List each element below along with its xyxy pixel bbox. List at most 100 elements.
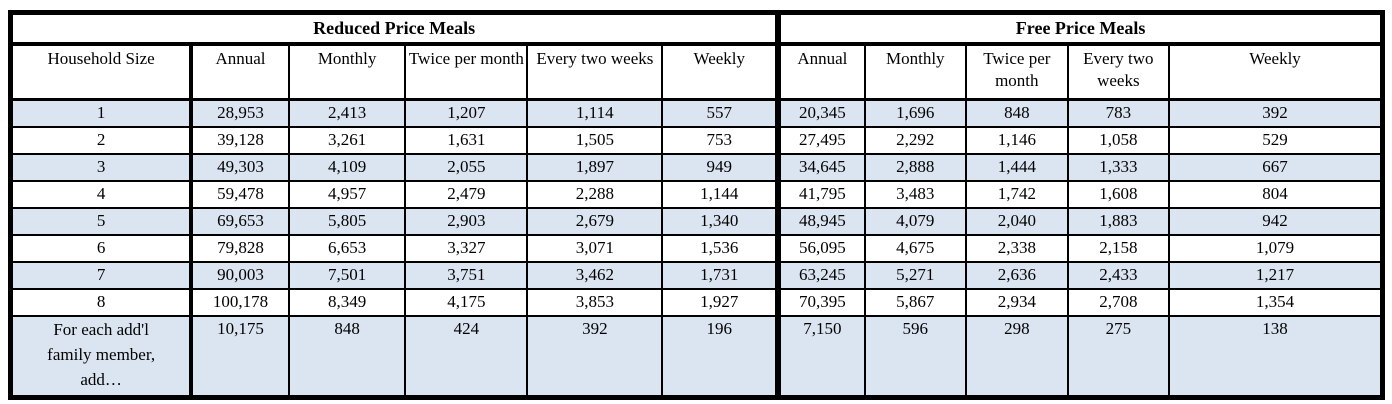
- free-value-cell: 20,345: [775, 98, 866, 128]
- free-value-cell: 942: [1168, 207, 1384, 236]
- free-value-cell: 1,333: [1066, 153, 1171, 182]
- free-value-cell: 41,795: [775, 180, 866, 209]
- free-value-cell: 56,095: [775, 234, 866, 263]
- table-row: 6 79,828 6,653 3,327 3,071 1,536 56,095 4,675 2,…: [9, 234, 1384, 263]
- reduced-value-cell: 2,055: [404, 153, 529, 182]
- table-row: 4 59,478 4,957 2,479 2,288 1,144 41,795 3,483 1,…: [9, 180, 1384, 209]
- household-size-cell: 2: [9, 126, 194, 155]
- free-value-cell: 1,079: [1168, 234, 1384, 263]
- free-value-cell: 2,888: [863, 153, 968, 182]
- table-row: 3 49,303 4,109 2,055 1,897 949 34,645 2,888 1,44…: [9, 153, 1384, 182]
- reduced-value-cell: 557: [661, 98, 780, 128]
- free-value-cell: 3,483: [863, 180, 968, 209]
- free-value-cell: 70,395: [775, 288, 866, 317]
- household-size-cell: 4: [9, 180, 194, 209]
- reduced-value-cell: 2,679: [526, 207, 664, 236]
- free-value-cell: 1,883: [1066, 207, 1171, 236]
- reduced-value-cell: 1,207: [404, 98, 529, 128]
- reduced-value-cell: 6,653: [287, 234, 407, 263]
- section-title-free-price-meals: Free Price Meals: [775, 11, 1384, 46]
- reduced-value-cell: 3,071: [526, 234, 664, 263]
- column-header-row: Household Size Annual Monthly Twice per …: [9, 43, 1384, 101]
- free-value-cell: 392: [1168, 98, 1384, 128]
- reduced-value-cell: 3,327: [404, 234, 529, 263]
- reduced-value-cell: 100,178: [190, 288, 290, 317]
- free-value-cell: 804: [1168, 180, 1384, 209]
- table-row: 2 39,128 3,261 1,631 1,505 753 27,495 2,292 1,14…: [9, 126, 1384, 155]
- reduced-value-cell: 4,957: [287, 180, 407, 209]
- free-value-cell: 138: [1168, 315, 1384, 399]
- column-header-reduced-twice-per-month: Twice per month: [404, 43, 529, 101]
- free-value-cell: 2,934: [965, 288, 1069, 317]
- reduced-value-cell: 424: [404, 315, 529, 399]
- reduced-value-cell: 5,805: [287, 207, 407, 236]
- reduced-value-cell: 4,109: [287, 153, 407, 182]
- column-header-free-every-two-weeks: Every two weeks: [1066, 43, 1171, 101]
- reduced-value-cell: 2,903: [404, 207, 529, 236]
- reduced-value-cell: 8,349: [287, 288, 407, 317]
- free-value-cell: 5,271: [863, 261, 968, 290]
- column-header-free-twice-per-month: Twice per month: [965, 43, 1069, 101]
- column-header-household-size: Household Size: [9, 43, 194, 101]
- free-value-cell: 1,742: [965, 180, 1069, 209]
- column-header-reduced-monthly: Monthly: [287, 43, 407, 101]
- reduced-value-cell: 1,927: [661, 288, 780, 317]
- free-value-cell: 596: [863, 315, 968, 399]
- reduced-value-cell: 39,128: [190, 126, 290, 155]
- household-size-cell: 1: [9, 98, 194, 128]
- column-header-free-monthly: Monthly: [863, 43, 968, 101]
- table-body: 1 28,953 2,413 1,207 1,114 557 20,345 1,696 848 7…: [9, 98, 1384, 399]
- free-value-cell: 2,338: [965, 234, 1069, 263]
- free-value-cell: 2,636: [965, 261, 1069, 290]
- reduced-value-cell: 3,853: [526, 288, 664, 317]
- column-header-free-weekly: Weekly: [1168, 43, 1384, 101]
- table-row: 1 28,953 2,413 1,207 1,114 557 20,345 1,696 848 7…: [9, 98, 1384, 128]
- reduced-value-cell: 1,114: [526, 98, 664, 128]
- reduced-value-cell: 28,953: [190, 98, 290, 128]
- table-row: 8 100,178 8,349 4,175 3,853 1,927 70,395 5,867 2…: [9, 288, 1384, 317]
- reduced-value-cell: 392: [526, 315, 664, 399]
- free-value-cell: 667: [1168, 153, 1384, 182]
- free-value-cell: 1,058: [1066, 126, 1171, 155]
- reduced-value-cell: 2,413: [287, 98, 407, 128]
- free-value-cell: 1,354: [1168, 288, 1384, 317]
- reduced-value-cell: 1,340: [661, 207, 780, 236]
- reduced-value-cell: 1,631: [404, 126, 529, 155]
- free-value-cell: 1,146: [965, 126, 1069, 155]
- table-row: 5 69,653 5,805 2,903 2,679 1,340 48,945 4,079 2,…: [9, 207, 1384, 236]
- reduced-value-cell: 3,462: [526, 261, 664, 290]
- reduced-value-cell: 4,175: [404, 288, 529, 317]
- reduced-value-cell: 90,003: [190, 261, 290, 290]
- reduced-value-cell: 79,828: [190, 234, 290, 263]
- free-value-cell: 4,079: [863, 207, 968, 236]
- free-value-cell: 2,292: [863, 126, 968, 155]
- reduced-value-cell: 69,653: [190, 207, 290, 236]
- household-size-cell: For each add'l family member, add…: [9, 315, 194, 399]
- free-value-cell: 2,708: [1066, 288, 1171, 317]
- reduced-value-cell: 2,288: [526, 180, 664, 209]
- reduced-value-cell: 1,731: [661, 261, 780, 290]
- reduced-value-cell: 10,175: [190, 315, 290, 399]
- reduced-value-cell: 1,144: [661, 180, 780, 209]
- household-size-cell: 5: [9, 207, 194, 236]
- free-value-cell: 1,696: [863, 98, 968, 128]
- free-value-cell: 783: [1066, 98, 1171, 128]
- reduced-value-cell: 1,505: [526, 126, 664, 155]
- free-value-cell: 2,040: [965, 207, 1069, 236]
- table-row: 7 90,003 7,501 3,751 3,462 1,731 63,245 5,271 2,…: [9, 261, 1384, 290]
- section-title-reduced-price-meals: Reduced Price Meals: [9, 11, 780, 46]
- free-value-cell: 4,675: [863, 234, 968, 263]
- income-eligibility-table: Reduced Price Meals Free Price Meals Hou…: [8, 10, 1385, 400]
- free-value-cell: 2,433: [1066, 261, 1171, 290]
- reduced-value-cell: 1,897: [526, 153, 664, 182]
- household-size-cell: 6: [9, 234, 194, 263]
- reduced-value-cell: 196: [661, 315, 780, 399]
- free-value-cell: 529: [1168, 126, 1384, 155]
- reduced-value-cell: 753: [661, 126, 780, 155]
- column-header-reduced-weekly: Weekly: [661, 43, 780, 101]
- household-size-cell: 8: [9, 288, 194, 317]
- column-header-reduced-annual: Annual: [190, 43, 290, 101]
- household-size-cell: 7: [9, 261, 194, 290]
- free-value-cell: 48,945: [775, 207, 866, 236]
